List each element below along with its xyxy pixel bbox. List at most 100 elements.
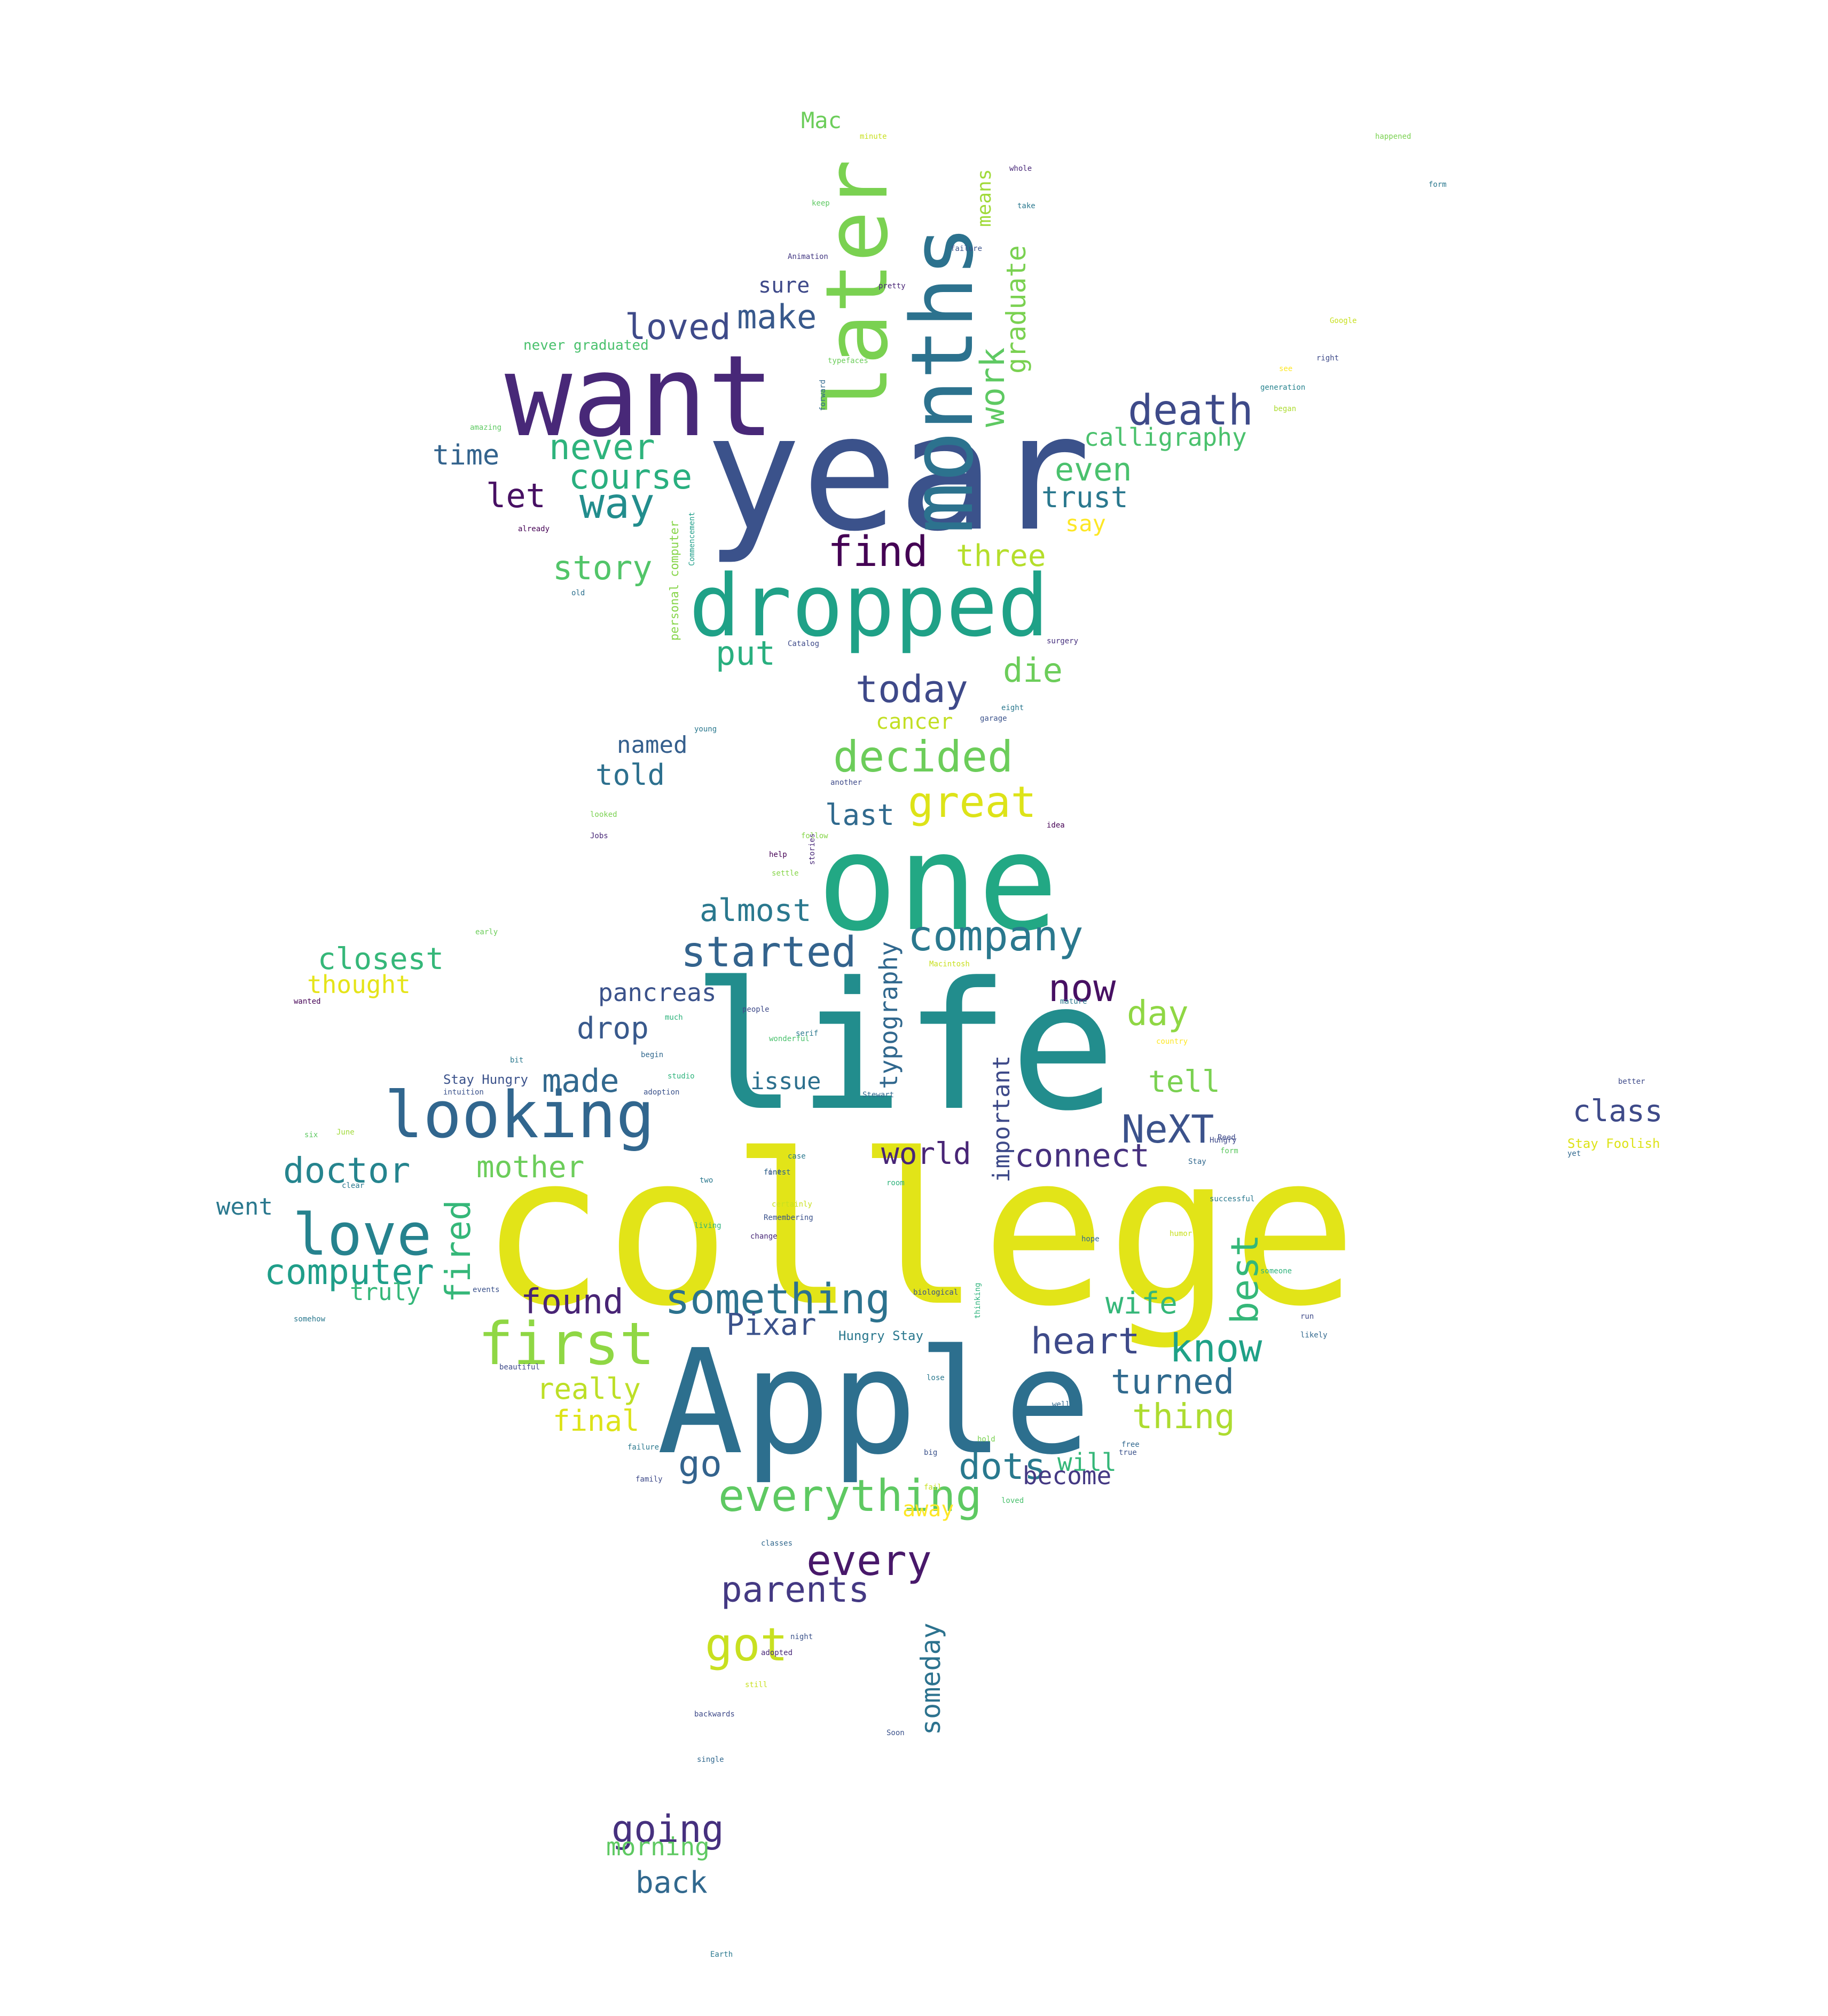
word: mature [1060, 997, 1087, 1006]
word: events [473, 1286, 500, 1294]
word: dropped [689, 556, 1049, 656]
word: someone [1260, 1267, 1292, 1275]
word: first [478, 1310, 655, 1378]
word: Mac [801, 107, 842, 133]
word: lose [927, 1374, 945, 1382]
word: wanted [294, 997, 321, 1006]
word: Animation [788, 253, 828, 261]
word: true [1119, 1448, 1137, 1457]
word: certainly [772, 1200, 812, 1209]
word: June [336, 1128, 355, 1137]
word: likely [1300, 1331, 1328, 1340]
word: heart [1031, 1320, 1140, 1363]
word: computer [264, 1251, 434, 1293]
word: trust [1041, 481, 1128, 514]
word: much [665, 1013, 683, 1022]
word: never [549, 427, 655, 468]
word: two [700, 1176, 713, 1185]
word: loved [625, 306, 731, 348]
word: made [542, 1062, 619, 1100]
word: way [579, 480, 655, 528]
word: looking [385, 1078, 655, 1153]
word: say [1065, 510, 1106, 537]
word: Reed [1218, 1133, 1236, 1142]
word: went [216, 1193, 273, 1220]
word: today [856, 667, 968, 711]
word: Pixar [726, 1308, 817, 1342]
word: NeXT [1121, 1107, 1214, 1152]
word: surgery [1047, 637, 1078, 645]
word: love [293, 1202, 431, 1269]
word: last [825, 798, 895, 832]
word: adoption [644, 1088, 679, 1097]
word: almost [700, 892, 812, 928]
word: personal computer [668, 521, 681, 641]
word: Catalog [788, 640, 819, 648]
word: better [1618, 1077, 1645, 1086]
word: people [742, 1005, 770, 1014]
word: garage [980, 714, 1007, 723]
word: go [678, 1443, 722, 1485]
word: let [486, 476, 546, 515]
word: thing [1132, 1397, 1235, 1437]
word: adopted [761, 1649, 793, 1657]
word: told [595, 758, 665, 792]
word: happened [1375, 132, 1411, 141]
word: whole [1009, 164, 1032, 173]
word: big [924, 1448, 937, 1457]
word: tell [1148, 1065, 1220, 1099]
word: cancer [876, 710, 953, 734]
word: truly [350, 1279, 420, 1306]
word: successful [1210, 1195, 1254, 1203]
word: right [1316, 354, 1339, 363]
word: back [636, 1865, 708, 1900]
word: hold [977, 1435, 995, 1444]
word: every [806, 1537, 932, 1585]
word: Jobs [590, 832, 608, 840]
word: Hungry [1210, 1136, 1237, 1145]
word: named [617, 731, 687, 759]
word: take [1017, 202, 1035, 210]
word: later [807, 159, 907, 416]
word: work [973, 348, 1012, 427]
word: Soon [886, 1729, 905, 1737]
word: pretty [878, 282, 906, 290]
word: calligraphy [1084, 423, 1247, 452]
word: family [636, 1475, 663, 1484]
word: thought [307, 970, 411, 999]
word: world [881, 1137, 971, 1171]
word: know [1170, 1326, 1262, 1371]
word: someday [915, 1623, 946, 1735]
word: Macintosh [929, 960, 970, 968]
word: Stewart [862, 1091, 894, 1099]
word: months [892, 225, 992, 534]
word: fired [439, 1200, 478, 1303]
word: case [788, 1152, 806, 1161]
word: change [750, 1232, 778, 1241]
word: means [974, 169, 995, 227]
word: another [830, 778, 862, 787]
word: room [886, 1179, 905, 1187]
word: year [705, 380, 1090, 566]
word: important [988, 1056, 1015, 1183]
word: death [1128, 387, 1253, 435]
word: closest [318, 942, 444, 976]
word: want [505, 331, 775, 462]
word: still [745, 1681, 767, 1689]
word: biological [913, 1288, 958, 1297]
word: free [1121, 1440, 1140, 1449]
word: begin [641, 1051, 663, 1059]
word: old [571, 589, 585, 597]
word: morning [606, 1832, 710, 1861]
word: wife [1105, 1286, 1178, 1321]
word: graduate [1001, 245, 1032, 374]
word: early [475, 928, 498, 936]
word: even [1055, 451, 1132, 489]
word: really [537, 1372, 641, 1406]
word: failure [627, 1443, 659, 1452]
word: find [828, 528, 928, 576]
word: turned [1111, 1363, 1234, 1402]
word: finest [764, 1168, 791, 1177]
word: young [694, 725, 717, 734]
word: connect [1015, 1137, 1150, 1175]
